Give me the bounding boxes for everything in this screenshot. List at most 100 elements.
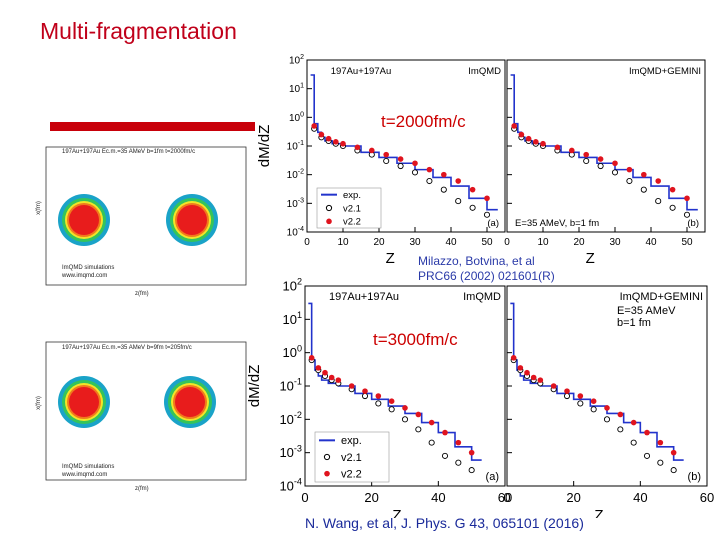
legend-label: exp. <box>343 190 361 201</box>
point-v22 <box>644 429 650 436</box>
point-v21 <box>468 467 475 474</box>
point-v21 <box>669 204 676 211</box>
point-v22 <box>362 388 368 394</box>
point-v21 <box>655 198 662 205</box>
y-tick-label: 101 <box>282 310 302 327</box>
x-tick-label: 0 <box>301 490 308 505</box>
y-tick-label: 10-4 <box>279 477 302 494</box>
sim-plot-top <box>45 146 247 286</box>
x-tick-label: 10 <box>337 237 349 248</box>
point-v22 <box>604 405 610 411</box>
point-v21 <box>630 439 637 446</box>
x-axis-label: Z <box>594 507 603 518</box>
point-v22 <box>469 186 476 193</box>
point-v22 <box>524 369 530 376</box>
point-v21 <box>388 406 395 413</box>
point-v22 <box>468 449 475 456</box>
point-v21 <box>590 406 597 413</box>
point-v22 <box>428 419 435 426</box>
point-v22 <box>641 171 647 178</box>
y-tick-label: 10-2 <box>279 410 302 427</box>
point-v22 <box>684 195 690 202</box>
reference-line1: Milazzo, Botvina, et al <box>418 254 535 268</box>
point-v22 <box>455 439 462 446</box>
point-v22 <box>375 393 382 399</box>
sim-footer2: www.imqmd.com <box>62 472 108 478</box>
point-v22 <box>657 439 664 446</box>
point-v22 <box>442 429 448 436</box>
point-v22 <box>569 147 575 154</box>
x-tick-label: 20 <box>373 237 385 248</box>
point-v22 <box>540 140 546 147</box>
x-axis-label: Z <box>586 250 595 267</box>
x-tick-label: 40 <box>445 237 457 248</box>
x-tick-label: 10 <box>537 237 549 248</box>
point-v21 <box>441 452 449 459</box>
point-v21 <box>670 467 677 474</box>
sim-header: 197Au+197Au Ec.m.=35 AMeV b=9fm t=205fm/… <box>62 345 192 351</box>
y-axis-label: dM/dZ <box>246 365 263 408</box>
sim-plot-bottom <box>45 341 247 481</box>
y-tick-label: 10-1 <box>279 377 302 394</box>
series-exp-line <box>510 74 698 211</box>
point-v22 <box>348 383 355 389</box>
point-v22 <box>308 355 315 361</box>
point-v22 <box>617 411 624 418</box>
model-label: ImQMD+GEMINI <box>629 66 701 77</box>
point-v21 <box>397 162 404 170</box>
point-v22 <box>369 147 375 154</box>
point-v22 <box>517 365 524 371</box>
point-v21 <box>563 392 571 400</box>
legend-label: exp. <box>341 435 362 447</box>
y-tick-label: 10-4 <box>287 226 304 239</box>
point-v22 <box>510 355 517 361</box>
point-v21 <box>411 169 419 176</box>
point-v21 <box>617 426 624 433</box>
point-v22 <box>669 186 676 193</box>
point-v22 <box>455 178 461 184</box>
point-v21 <box>583 157 590 165</box>
point-v22 <box>564 388 570 394</box>
x-axis-label: Z <box>386 250 395 267</box>
point-v22 <box>402 405 408 411</box>
point-v22 <box>554 144 561 151</box>
point-v22 <box>630 419 637 426</box>
x-tick-label: 60 <box>498 490 512 505</box>
point-v21 <box>361 392 369 400</box>
point-v22 <box>441 171 447 178</box>
point-v22 <box>415 411 422 418</box>
slide-title: Multi-fragmentation <box>40 18 237 44</box>
x-tick-label: 20 <box>364 490 378 505</box>
sim-panel-top: 197Au+197Au Ec.m.=35 AMeV b=1fm t=2000fm… <box>36 145 250 300</box>
citation: N. Wang, et al, J. Phys. G 43, 065101 (2… <box>305 515 584 531</box>
point-v22 <box>315 365 322 371</box>
panel-tag: (b) <box>687 218 699 229</box>
panel-tag: (a) <box>486 471 499 483</box>
x-tick-label: 50 <box>481 237 493 248</box>
legend-marker-v21 <box>325 204 333 212</box>
legend-label: v2.2 <box>341 469 362 481</box>
legend-label: v2.1 <box>343 203 361 214</box>
x-tick-label: 50 <box>681 237 693 248</box>
time-label-top: t=2000fm/c <box>378 112 469 132</box>
point-v22 <box>518 131 525 138</box>
point-v22 <box>583 151 589 158</box>
x-tick-label: 20 <box>566 490 580 505</box>
model-label: ImQMD <box>463 291 501 303</box>
point-v22 <box>328 374 335 381</box>
y-tick-label: 10-3 <box>287 197 304 210</box>
point-v22 <box>590 398 597 404</box>
point-v21 <box>603 416 611 423</box>
point-v21 <box>483 211 491 218</box>
y-tick-label: 10-1 <box>287 140 304 153</box>
title-accent-bar <box>50 122 255 131</box>
model-label: ImQMD <box>468 66 501 77</box>
x-tick-label: 30 <box>409 237 421 248</box>
condition-label: E=35 AMeV <box>617 305 676 317</box>
legend-label: v2.1 <box>341 452 362 464</box>
y-tick-label: 101 <box>289 83 304 96</box>
point-v21 <box>577 400 584 407</box>
point-v21 <box>640 186 647 193</box>
y-tick-label: 102 <box>289 54 304 67</box>
point-v22 <box>412 160 418 167</box>
